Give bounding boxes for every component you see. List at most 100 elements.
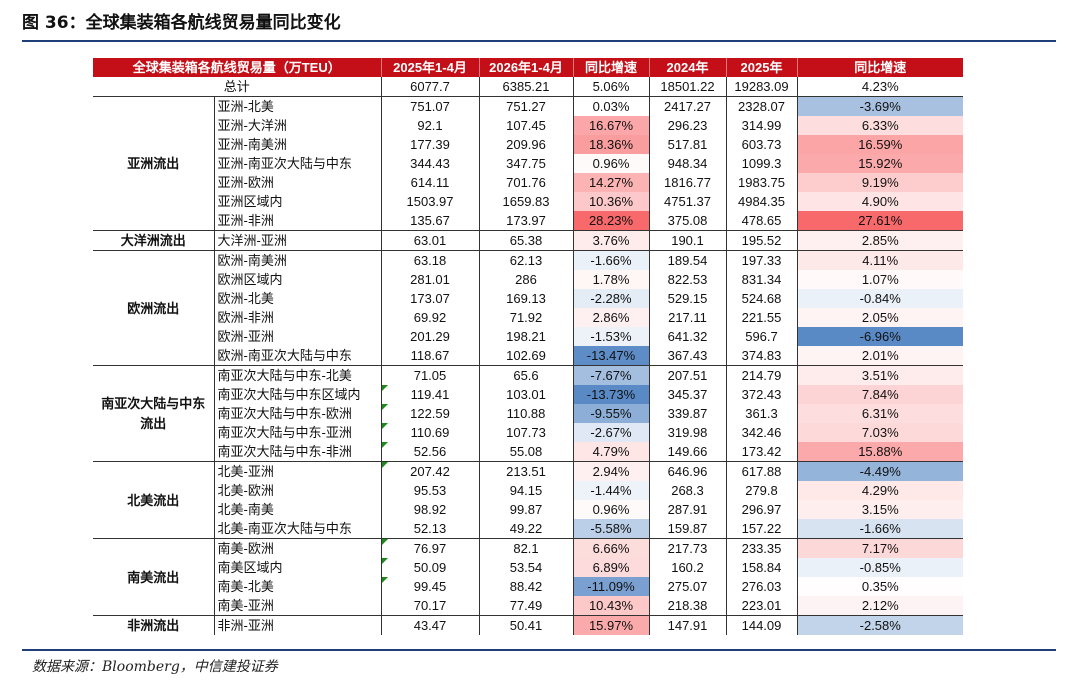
value-2026-jan-apr: 53.54 [479, 558, 574, 577]
region-label: 非洲流出 [93, 615, 215, 635]
table-row: 亚洲-大洋洲 92.1 107.45 16.67% 296.23 314.99 6.33% [93, 116, 963, 135]
value-2024: 517.81 [649, 135, 727, 154]
value-2026-jan-apr: 82.1 [479, 538, 574, 558]
route-label: 欧洲区域内 [214, 270, 382, 289]
value-2025-jan-apr: 69.92 [381, 308, 480, 327]
value-2024: 529.15 [649, 289, 727, 308]
yoy-2-cell: -3.69% [797, 96, 963, 116]
region-label: 大洋洲流出 [93, 230, 215, 251]
value-2026-jan-apr: 751.27 [479, 96, 574, 116]
header-2025-jan-apr: 2025年1-4月 [381, 58, 480, 77]
yoy-2-cell: 2.01% [797, 346, 963, 366]
yoy-1-cell: 6.89% [573, 558, 650, 577]
yoy-2-cell: 7.17% [797, 538, 963, 558]
value-2026-jan-apr: 102.69 [479, 346, 574, 366]
yoy-1-cell: 0.96% [573, 500, 650, 519]
value-2024: 4751.37 [649, 192, 727, 211]
yoy-1-cell: -1.66% [573, 250, 650, 270]
value-2024: 1816.77 [649, 173, 727, 192]
route-label: 亚洲-欧洲 [214, 173, 382, 192]
yoy-1-cell: 2.86% [573, 308, 650, 327]
table-row: 南亚次大陆与中东区域内 119.41 103.01 -13.73% 345.37 372.… [93, 385, 963, 404]
value-2025-jan-apr: 63.18 [381, 250, 480, 270]
route-label: 欧洲-非洲 [214, 308, 382, 327]
value-2025-jan-apr: 76.97 [381, 538, 480, 558]
yoy-2-cell: -1.66% [797, 519, 963, 539]
value-2025-jan-apr: 751.07 [381, 96, 480, 116]
yoy-2-cell: -4.49% [797, 461, 963, 481]
yoy-2-cell: 2.05% [797, 308, 963, 327]
value-2025: 596.7 [726, 327, 798, 346]
value-2024: 275.07 [649, 577, 727, 596]
table-row: 非洲流出 非洲-亚洲 43.47 50.41 15.97% 147.91 144.09 -2.… [93, 615, 963, 635]
value-2026-jan-apr: 286 [479, 270, 574, 289]
route-label: 北美-南美 [214, 500, 382, 519]
value-2024: 641.32 [649, 327, 727, 346]
header-label: 全球集装箱各航线贸易量（万TEU） [93, 58, 382, 77]
value-2024: 319.98 [649, 423, 727, 442]
yoy-1-cell: 6.66% [573, 538, 650, 558]
source-note: 数据来源：Bloomberg，中信建投证券 [32, 659, 278, 675]
route-label: 亚洲-北美 [214, 96, 382, 116]
yoy-2-cell: 15.92% [797, 154, 963, 173]
value-2025: 1099.3 [726, 154, 798, 173]
yoy-1-cell: 10.36% [573, 192, 650, 211]
value-2025-jan-apr: 614.11 [381, 173, 480, 192]
value-2025-jan-apr: 1503.97 [381, 192, 480, 211]
route-label: 欧洲-北美 [214, 289, 382, 308]
value-2025: 524.68 [726, 289, 798, 308]
value-2024: 646.96 [649, 461, 727, 481]
yoy-2-cell: 9.19% [797, 173, 963, 192]
value-2025-jan-apr: 344.43 [381, 154, 480, 173]
table-row: 北美-南亚次大陆与中东 52.13 49.22 -5.58% 159.87 157.22-… [93, 519, 963, 539]
value-2026-jan-apr: 50.41 [479, 615, 574, 635]
value-2026-jan-apr: 107.73 [479, 423, 574, 442]
value-2024: 339.87 [649, 404, 727, 423]
value-2025: 314.99 [726, 116, 798, 135]
route-label: 南亚次大陆与中东-亚洲 [214, 423, 382, 442]
yoy-1-cell: -13.47% [573, 346, 650, 366]
value-2024: 147.91 [649, 615, 727, 635]
value-2026-jan-apr: 209.96 [479, 135, 574, 154]
value-2025: 197.33 [726, 250, 798, 270]
value-2025: 374.83 [726, 346, 798, 366]
yoy-2-cell: 6.31% [797, 404, 963, 423]
footer-rule [22, 649, 1056, 651]
value-2026-jan-apr: 71.92 [479, 308, 574, 327]
total-yoy-2: 4.23% [797, 77, 963, 97]
value-2025: 214.79 [726, 365, 798, 385]
yoy-2-cell: -0.85% [797, 558, 963, 577]
value-2025-jan-apr: 110.69 [381, 423, 480, 442]
value-2026-jan-apr: 213.51 [479, 461, 574, 481]
value-2024: 189.54 [649, 250, 727, 270]
table-row: 南亚次大陆与中东-亚洲 110.69 107.73 -2.67% 319.98 342.4… [93, 423, 963, 442]
value-2026-jan-apr: 99.87 [479, 500, 574, 519]
value-2026-jan-apr: 1659.83 [479, 192, 574, 211]
yoy-1-cell: -9.55% [573, 404, 650, 423]
table-row: 大洋洲流出 大洋洲-亚洲 63.01 65.38 3.76% 190.1 195.52 2.8… [93, 230, 963, 251]
value-2025: 276.03 [726, 577, 798, 596]
route-label: 北美-亚洲 [214, 461, 382, 481]
yoy-1-cell: 10.43% [573, 596, 650, 616]
table-row: 欧洲流出 欧洲-南美洲 63.18 62.13 -1.66% 189.54 197.33 4.… [93, 250, 963, 366]
yoy-2-cell: 2.12% [797, 596, 963, 616]
total-row: 总计 6077.7 6385.21 5.06% 18501.22 19283.0… [93, 77, 963, 97]
table-row: 亚洲流出 亚洲-北美 751.07 751.27 0.03% 2417.27 2328.07… [93, 96, 963, 231]
yoy-2-cell: -0.84% [797, 289, 963, 308]
yoy-1-cell: -11.09% [573, 577, 650, 596]
table-row: 南美区域内 50.09 53.54 6.89% 160.2 158.84 -0.85% [93, 558, 963, 577]
value-2025-jan-apr: 201.29 [381, 327, 480, 346]
value-2025-jan-apr: 177.39 [381, 135, 480, 154]
value-2025: 144.09 [726, 615, 798, 635]
table-row: 亚洲区域内 1503.97 1659.83 10.36% 4751.37 4984.35 4… [93, 192, 963, 211]
value-2025-jan-apr: 99.45 [381, 577, 480, 596]
table-row: 北美-欧洲 95.53 94.15 -1.44% 268.3 279.8 4.29% [93, 481, 963, 500]
value-2026-jan-apr: 49.22 [479, 519, 574, 539]
yoy-2-cell: 2.85% [797, 230, 963, 251]
table-row: 南美流出 南美-欧洲 76.97 82.1 6.66% 217.73 233.35 7.17% [93, 538, 963, 616]
yoy-1-cell: -2.28% [573, 289, 650, 308]
yoy-1-cell: 0.96% [573, 154, 650, 173]
route-label: 南亚次大陆与中东-欧洲 [214, 404, 382, 423]
yoy-1-cell: 18.36% [573, 135, 650, 154]
route-label: 南美区域内 [214, 558, 382, 577]
